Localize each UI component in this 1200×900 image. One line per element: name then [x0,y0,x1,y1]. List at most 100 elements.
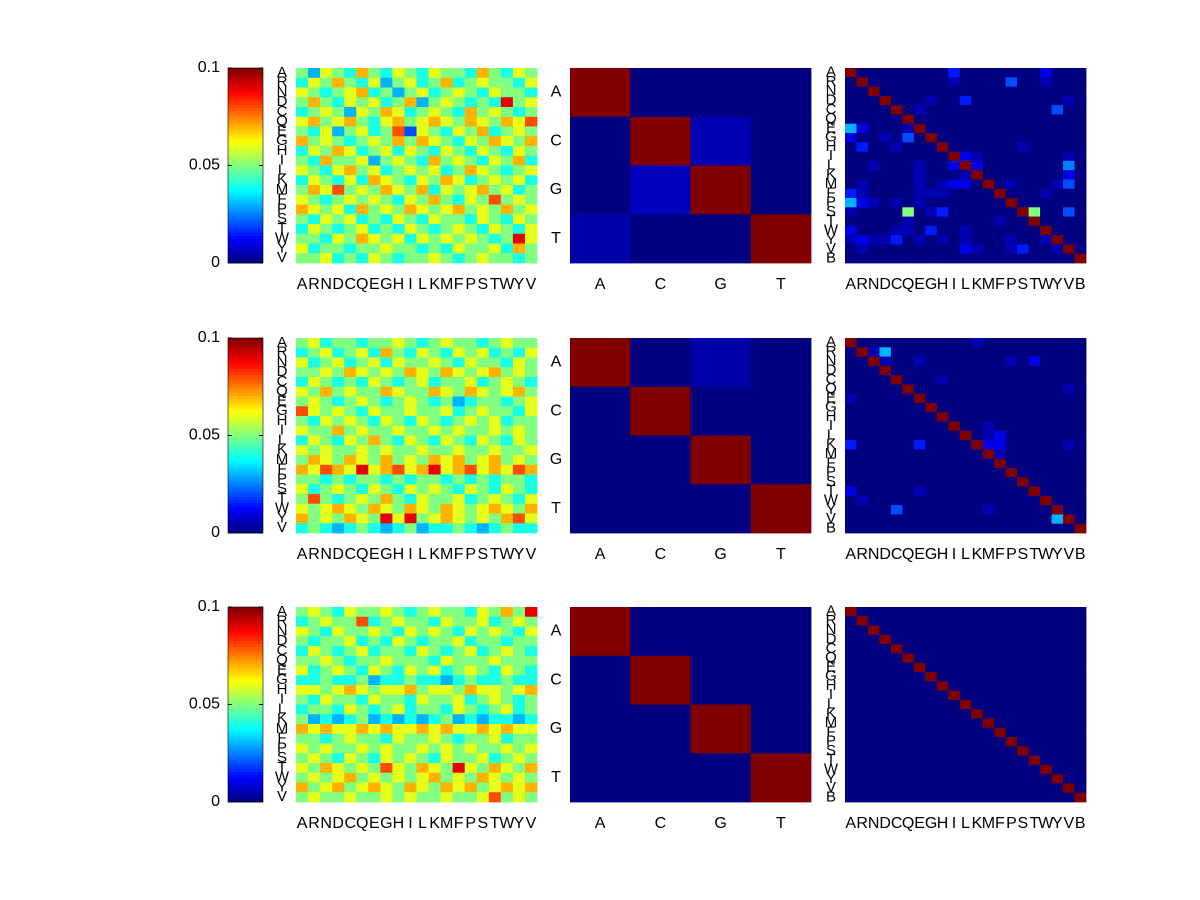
heatmap-cell [440,772,454,783]
heatmap-cell [959,625,972,636]
heatmap-cell [440,753,454,764]
y-tick-label: F [277,730,286,747]
heatmap-cell [1005,160,1018,171]
heatmap-cell [512,367,526,378]
heatmap-cell [1051,505,1064,515]
heatmap-cell [1017,338,1030,348]
heatmap-cell [512,204,526,215]
heatmap-cell [428,675,441,686]
heatmap-cell [512,772,526,783]
heatmap-cell [1051,495,1064,506]
heatmap-cell [879,681,892,691]
heatmap-cell [936,86,949,97]
heatmap-cell [488,425,502,436]
heatmap-cell [332,146,345,157]
heatmap-cell [296,523,309,534]
y-tick-label: D [826,361,837,378]
heatmap-cell [1063,216,1075,227]
heatmap-cell [308,77,321,88]
heatmap-cell [845,123,857,134]
heatmap-cell [344,116,357,127]
heatmap-cell [948,347,961,357]
colorbar-segment [228,496,263,500]
heatmap-cell [1040,179,1052,190]
heatmap-cell [476,377,490,388]
heatmap-cell [332,733,345,744]
heatmap-cell [356,704,369,715]
colorbar-segment [228,141,263,145]
heatmap-cell [356,792,369,803]
heatmap-cell [879,458,892,469]
colorbar-segment [228,622,263,626]
heatmap-cell [867,755,880,766]
heatmap-cell [879,179,892,190]
heatmap-cell [994,625,1007,636]
heatmap-cell [1063,449,1075,460]
heatmap-cell [344,185,357,196]
heatmap-cell [500,175,514,186]
heatmap-cell [524,116,538,127]
heatmap-cell [879,384,892,395]
heatmap-cell [1051,523,1064,534]
heatmap-cell [296,347,309,358]
heatmap-cell [570,338,631,388]
heatmap-cell [380,763,393,774]
heatmap-cell [867,662,880,673]
heatmap-cell [959,216,972,227]
heatmap-cell [959,133,972,143]
heatmap-cell [890,244,903,255]
heatmap-cell [1017,672,1030,682]
y-tick-label: K [826,705,836,722]
heatmap-cell [428,146,441,157]
heatmap-cell [1028,709,1041,719]
heatmap-cell [1074,216,1087,227]
heatmap-cell [476,204,490,215]
heatmap-cell [982,225,995,236]
heatmap-cell [1017,170,1030,180]
heatmap-cell [524,347,538,358]
heatmap-cell [296,782,309,793]
heatmap-cell [392,772,405,783]
heatmap-cell [464,753,478,764]
heatmap-cell [308,357,321,368]
heatmap-cell [416,155,429,166]
heatmap-cell [845,746,857,756]
heatmap-cell [570,607,631,657]
colorbar-segment [228,95,263,99]
heatmap-cell [512,616,526,627]
heatmap-cell [913,356,926,367]
heatmap-cell [308,523,321,534]
heatmap-cell [440,665,454,676]
heatmap-cell [440,675,454,686]
heatmap-cell [476,665,490,676]
heatmap-cell [368,626,381,637]
heatmap-cell [356,107,369,118]
heatmap-cell [1017,634,1030,645]
heatmap-cell [1063,755,1075,766]
heatmap-cell [925,616,938,626]
heatmap-cell [464,733,478,744]
heatmap-cell [488,763,502,774]
heatmap-cell [368,126,381,137]
heatmap-cell [971,142,984,152]
heatmap-cell [982,727,995,738]
heatmap-cell [902,449,915,460]
heatmap-cell [879,142,892,152]
heatmap-cell [902,746,915,756]
heatmap-cell [1051,68,1064,78]
heatmap-cell [936,151,949,162]
heatmap-cell [524,733,538,744]
x-tick-label: D [332,276,344,293]
heatmap-cell [1040,95,1052,106]
x-tick-label: L [418,276,427,293]
heatmap-cell [1040,412,1052,422]
heatmap-cell [845,672,857,682]
heatmap-cell [902,672,915,682]
heatmap-cell [440,792,454,803]
heatmap-cell [368,464,381,475]
heatmap-cell [404,243,417,254]
heatmap-cell [308,513,321,524]
heatmap-cell [879,123,892,134]
heatmap-cell [925,393,938,404]
heatmap-cell [913,198,926,208]
